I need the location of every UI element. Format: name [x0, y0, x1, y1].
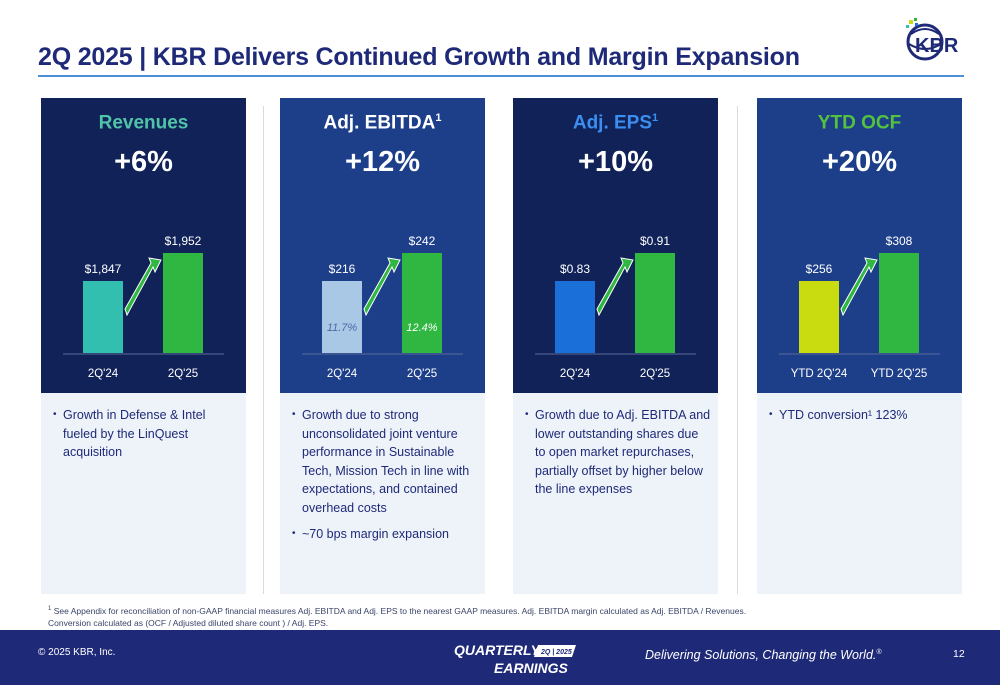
bar-category-label: 2Q'24	[327, 368, 358, 380]
card-bullets: YTD conversion¹ 123%	[769, 406, 955, 433]
footnote: 1 See Appendix for reconciliation of non…	[48, 603, 948, 629]
bar-category-label: 2Q'25	[407, 368, 437, 380]
bar-value-label: $256	[806, 262, 833, 276]
bar-category-label: 2Q'25	[640, 368, 670, 380]
card-header-panel	[513, 98, 718, 393]
chart-bar	[635, 253, 675, 353]
bullet-item: Growth due to Adj. EBITDA and lower outs…	[525, 406, 711, 499]
card-heading-sup: 1	[435, 112, 442, 124]
badge-bottom-text: EARNINGS	[494, 660, 569, 676]
growth-arrow-icon	[363, 257, 401, 317]
tagline-mark: ®	[876, 648, 882, 656]
growth-arrow-icon	[124, 257, 162, 317]
bar-category-label: 2Q'24	[88, 368, 119, 380]
footnote-marker: 1	[48, 606, 52, 612]
title-rule	[38, 75, 964, 77]
badge-top-text: QUARTERLY	[454, 642, 541, 658]
card-heading-sup: 1	[652, 112, 659, 124]
growth-arrow-icon	[840, 257, 878, 317]
bar-value-label: $0.83	[560, 262, 590, 276]
growth-arrow-icon	[596, 257, 634, 317]
chart-bar	[83, 281, 123, 353]
bar-margin-label: 12.4%	[406, 322, 437, 334]
card-heading-text: Adj. EBITDA	[323, 112, 436, 134]
card-heading: Adj. EPS1	[513, 112, 718, 134]
card-header-panel	[280, 98, 485, 393]
card-growth-pct: +6%	[114, 146, 173, 178]
bullet-item: YTD conversion¹ 123%	[769, 406, 955, 425]
chart-bar	[163, 253, 203, 353]
chart-bar	[555, 281, 595, 353]
chart-bar	[879, 253, 919, 353]
card-ytd-ocf: YTD OCF +20% $256 YTD 2Q'24 $308 YTD 2Q'25 …	[757, 98, 962, 594]
bar-value-label: $242	[409, 234, 436, 248]
card-heading-text: Revenues	[98, 112, 189, 134]
bar-margin-label: 11.7%	[327, 322, 358, 334]
chart-bar	[799, 281, 839, 353]
bar-category-label: YTD 2Q'25	[871, 368, 928, 380]
bar-value-label: $1,847	[85, 262, 122, 276]
card-bullets: Growth due to Adj. EBITDA and lower outs…	[525, 406, 711, 507]
card-growth-pct: +10%	[578, 146, 653, 178]
bar-category-label: 2Q'24	[560, 368, 591, 380]
tagline: Delivering Solutions, Changing the World…	[645, 648, 882, 662]
kbr-logo-text: KBR	[915, 35, 959, 57]
card-adj-ebitda: Adj. EBITDA1 +12% $216 2Q'24 11.7% $242 2Q'2…	[280, 98, 485, 594]
bar-value-label: $1,952	[165, 234, 202, 248]
bar-value-label: $0.91	[640, 234, 670, 248]
card-heading: Adj. EBITDA1	[280, 112, 485, 134]
footnote-line-1: See Appendix for reconciliation of non-G…	[53, 605, 747, 616]
card-revenues: Revenues +6% $1,847 2Q'24 $1,952 2Q'25 Grow…	[41, 98, 246, 594]
card-growth-pct: +20%	[822, 146, 897, 178]
bullet-item: ~70 bps margin expansion	[292, 525, 478, 544]
adj-eps-chart: $0.83 2Q'24 $0.91 2Q'25	[535, 234, 696, 380]
card-divider	[737, 106, 738, 594]
card-heading: YTD OCF	[757, 112, 962, 134]
card-growth-pct: +12%	[345, 146, 420, 178]
card-bullets: Growth due to strong unconsolidated join…	[292, 406, 478, 552]
bullet-item: Growth due to strong unconsolidated join…	[292, 406, 478, 517]
card-heading: Revenues	[41, 112, 246, 134]
footer-bar: © 2025 KBR, Inc. QUARTERLY 2Q | 2025 EAR…	[0, 630, 1000, 685]
kbr-logo: KBR	[906, 18, 959, 61]
adj-ebitda-chart: $216 2Q'24 11.7% $242 2Q'25 12.4%	[302, 234, 463, 380]
revenues-chart: $1,847 2Q'24 $1,952 2Q'25	[63, 234, 224, 380]
card-heading-text: Adj. EPS	[572, 112, 653, 134]
badge-tag-text: 2Q | 2025	[540, 649, 572, 656]
quarterly-earnings-badge: QUARTERLY 2Q | 2025 EARNINGS	[454, 642, 576, 676]
chart-bar	[322, 281, 362, 353]
tagline-text: Delivering Solutions, Changing the World…	[645, 648, 877, 662]
card-bullets: Growth in Defense & Intel fueled by the …	[53, 406, 239, 470]
bar-value-label: $216	[329, 262, 356, 276]
bar-category-label: YTD 2Q'24	[791, 368, 848, 380]
ytd-ocf-chart: $256 YTD 2Q'24 $308 YTD 2Q'25	[779, 234, 940, 380]
card-divider	[263, 106, 264, 594]
bullet-item: Growth in Defense & Intel fueled by the …	[53, 406, 239, 462]
card-header-panel	[757, 98, 962, 393]
page-number: 12	[953, 648, 965, 660]
bar-category-label: 2Q'25	[168, 368, 198, 380]
card-adj-eps: Adj. EPS1 +10% $0.83 2Q'24 $0.91 2Q'25 Grow…	[513, 98, 718, 594]
chart-bar	[402, 253, 442, 353]
copyright: © 2025 KBR, Inc.	[38, 647, 116, 658]
bar-value-label: $308	[886, 234, 913, 248]
card-heading-text: YTD OCF	[817, 112, 902, 134]
card-header-panel	[41, 98, 246, 393]
footnote-line-2: Conversion calculated as (OCF / Adjusted…	[48, 617, 329, 628]
slide-title: 2Q 2025 | KBR Delivers Continued Growth …	[38, 43, 800, 71]
